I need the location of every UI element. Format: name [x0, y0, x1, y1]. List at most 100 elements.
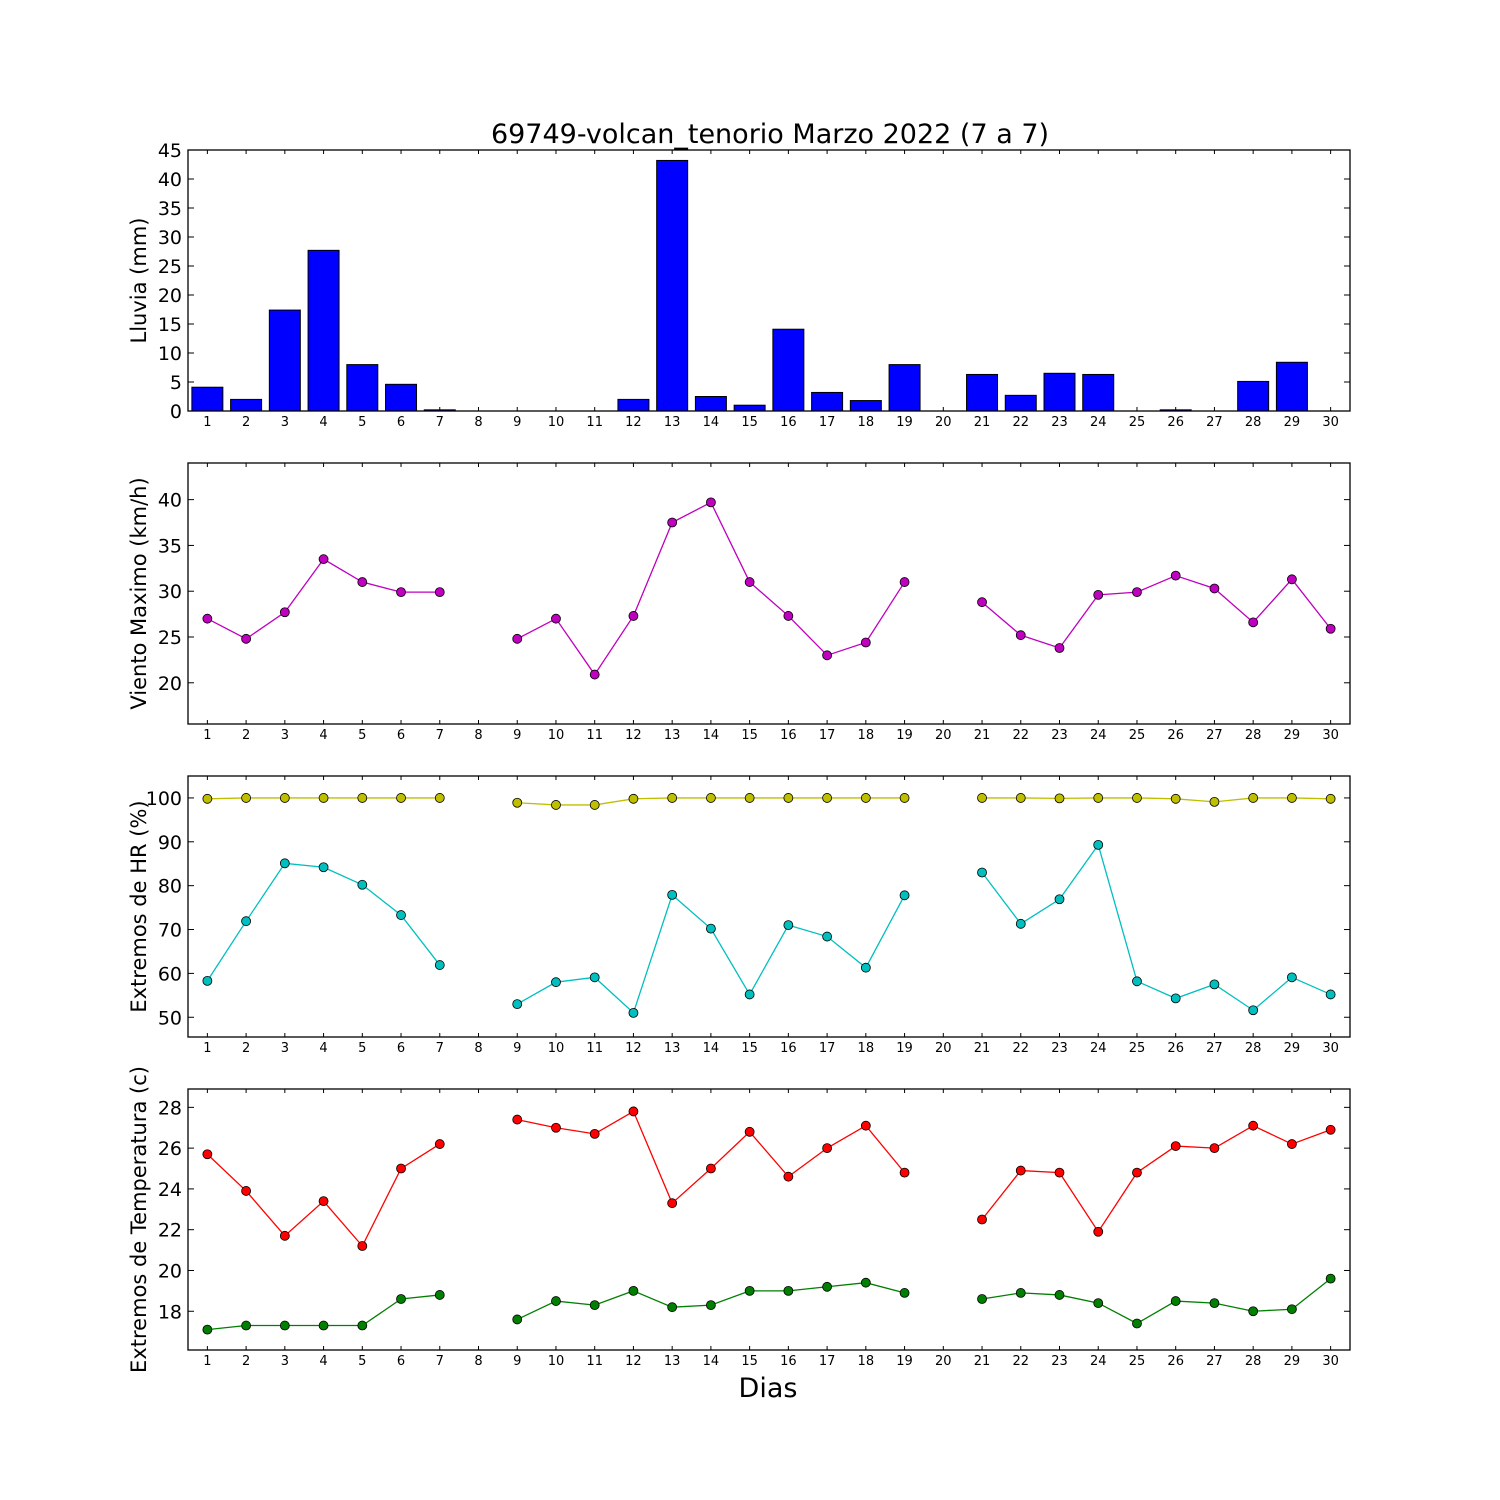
- point-day-16: [783, 1285, 794, 1296]
- point-day-12: [628, 611, 639, 621]
- x-tick-label: 30: [1322, 728, 1339, 743]
- point-day-9: [512, 797, 523, 808]
- point-day-6: [396, 910, 406, 920]
- series-0-line: [206, 1143, 441, 1248]
- point-day-10: [551, 977, 561, 988]
- bar-day-16: [772, 328, 805, 412]
- x-tick-label: 3: [281, 1354, 289, 1369]
- y-axis-label: Extremos de HR (%): [127, 800, 151, 1012]
- point-day-3: [279, 793, 290, 803]
- point-day-22: [1015, 1288, 1026, 1298]
- point-day-17: [822, 793, 832, 803]
- point-day-7: [434, 587, 445, 598]
- y-tick-label: 5: [170, 372, 182, 394]
- x-tick-label: 30: [1322, 415, 1339, 430]
- x-tick-label: 12: [625, 1354, 642, 1369]
- x-tick-label: 10: [548, 415, 565, 430]
- x-tick-label: 8: [474, 1354, 482, 1369]
- point-day-11: [589, 1128, 600, 1139]
- x-tick-label: 11: [586, 728, 603, 743]
- x-tick-label: 8: [474, 415, 482, 430]
- point-day-26: [1170, 570, 1181, 581]
- y-tick-label: 20: [158, 1260, 182, 1282]
- x-tick-label: 16: [780, 1354, 797, 1369]
- x-tick-label: 13: [664, 415, 681, 430]
- x-tick-label: 15: [741, 1041, 758, 1056]
- point-day-5: [357, 1320, 368, 1331]
- point-day-24: [1093, 1226, 1104, 1237]
- x-tick-label: 8: [474, 728, 482, 743]
- point-day-4: [318, 793, 329, 803]
- point-day-21: [977, 1294, 987, 1304]
- x-tick-label: 27: [1206, 415, 1223, 430]
- x-tick-label: 19: [896, 728, 913, 743]
- x-tick-label: 13: [664, 1041, 681, 1056]
- plot-frame: [187, 149, 1351, 412]
- point-day-19: [899, 1167, 910, 1178]
- point-day-2: [241, 633, 252, 644]
- point-day-10: [551, 1296, 561, 1306]
- y-tick-label: 30: [158, 581, 182, 603]
- bar-day-4: [307, 249, 340, 412]
- bar-day-2: [230, 398, 263, 412]
- point-day-23: [1054, 1290, 1065, 1300]
- x-tick-label: 14: [703, 1041, 720, 1056]
- x-tick-label: 16: [780, 1041, 797, 1056]
- point-day-15: [744, 793, 755, 803]
- x-tick-label: 11: [586, 1041, 603, 1056]
- plot-frame: [187, 1088, 1351, 1351]
- y-tick-label: 35: [158, 198, 182, 220]
- x-tick-label: 23: [1051, 728, 1068, 743]
- y-tick-label: 10: [158, 343, 182, 365]
- x-tick-label: 5: [358, 728, 366, 743]
- x-tick-label: 6: [397, 1354, 405, 1369]
- y-tick-label: 28: [158, 1097, 182, 1119]
- bar-day-1: [191, 386, 224, 412]
- point-day-24: [1093, 1298, 1104, 1309]
- point-day-28: [1248, 793, 1259, 803]
- series-1-line: [981, 843, 1331, 1012]
- point-day-14: [706, 1163, 716, 1174]
- y-tick-label: 80: [158, 876, 182, 898]
- point-day-30: [1325, 989, 1336, 1000]
- x-tick-label: 7: [436, 415, 444, 430]
- point-day-13: [667, 889, 678, 900]
- x-tick-label: 18: [858, 728, 875, 743]
- x-tick-label: 29: [1284, 728, 1301, 743]
- point-day-1: [202, 793, 213, 804]
- point-day-28: [1248, 1120, 1259, 1131]
- y-tick-label: 18: [158, 1301, 182, 1323]
- bar-day-14: [694, 396, 727, 412]
- point-day-27: [1209, 1143, 1220, 1154]
- x-tick-label: 19: [896, 1041, 913, 1056]
- point-day-2: [241, 1186, 252, 1196]
- bar-day-12: [617, 398, 650, 412]
- series-0-line: [981, 574, 1332, 649]
- x-tick-label: 10: [548, 1354, 565, 1369]
- x-tick-label: 22: [1012, 415, 1029, 430]
- x-tick-label: 2: [242, 728, 250, 743]
- x-tick-label: 25: [1129, 415, 1146, 430]
- point-day-22: [1015, 630, 1026, 641]
- x-tick-label: 7: [436, 1354, 444, 1369]
- point-day-13: [667, 1302, 678, 1313]
- point-day-25: [1132, 587, 1142, 598]
- bar-day-3: [268, 309, 301, 412]
- point-day-28: [1248, 1306, 1259, 1317]
- x-tick-label: 3: [281, 1041, 289, 1056]
- x-tick-label: 8: [474, 1041, 482, 1056]
- point-day-4: [318, 1196, 329, 1207]
- point-day-16: [783, 611, 794, 621]
- point-day-15: [744, 1285, 755, 1296]
- x-tick-label: 12: [625, 415, 642, 430]
- x-tick-label: 27: [1206, 1041, 1223, 1056]
- point-day-25: [1132, 1167, 1142, 1178]
- series-1-line: [981, 1278, 1332, 1325]
- x-tick-label: 21: [974, 728, 991, 743]
- x-tick-label: 17: [819, 415, 836, 430]
- point-day-12: [628, 793, 639, 804]
- point-day-13: [667, 793, 678, 803]
- y-tick-label: 40: [158, 490, 182, 512]
